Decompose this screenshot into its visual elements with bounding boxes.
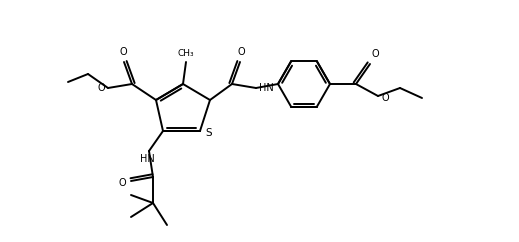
Text: HN: HN: [259, 83, 274, 93]
Text: O: O: [237, 47, 245, 57]
Text: O: O: [381, 93, 389, 103]
Text: HN: HN: [140, 154, 154, 164]
Text: S: S: [205, 128, 212, 138]
Text: CH₃: CH₃: [177, 49, 194, 58]
Text: O: O: [98, 83, 105, 93]
Text: O: O: [118, 178, 126, 188]
Text: O: O: [372, 49, 379, 59]
Text: O: O: [119, 47, 127, 57]
